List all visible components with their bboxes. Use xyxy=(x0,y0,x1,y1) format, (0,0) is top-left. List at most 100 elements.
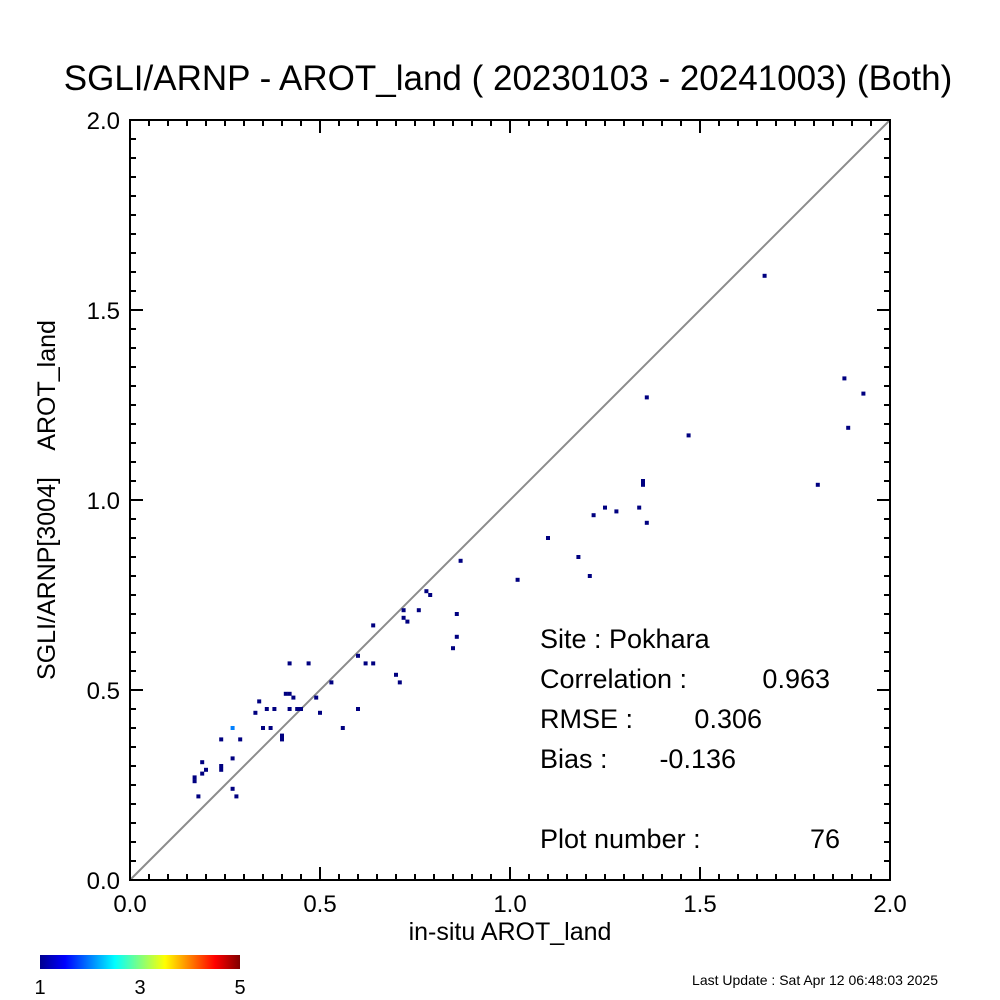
data-point xyxy=(454,634,459,639)
data-point xyxy=(454,612,459,616)
data-point xyxy=(371,661,376,666)
data-point xyxy=(340,726,345,730)
x-axis-label: in-situ AROT_land xyxy=(409,918,612,946)
data-point xyxy=(219,767,224,772)
correlation-value: 0.963 xyxy=(762,664,830,694)
data-point xyxy=(371,623,376,628)
data-point xyxy=(861,391,866,396)
data-point xyxy=(272,707,277,711)
rmse-value: 0.306 xyxy=(694,704,762,734)
colorbar-max-label: 5 xyxy=(234,977,245,999)
data-point xyxy=(287,691,292,696)
data-point xyxy=(428,593,433,597)
plot-number-label: Plot number : xyxy=(540,824,701,854)
data-point xyxy=(268,726,273,730)
x-tick-label: 1.0 xyxy=(493,891,526,918)
data-point xyxy=(230,786,235,791)
data-points xyxy=(192,273,866,799)
stats-box: Site : Pokhara Correlation : 0.963 RMSE … xyxy=(540,624,840,854)
data-point xyxy=(295,707,300,711)
data-point xyxy=(234,794,239,799)
rmse-label: RMSE : xyxy=(540,704,633,734)
data-point xyxy=(424,589,429,594)
data-point xyxy=(603,505,607,510)
data-point xyxy=(363,661,368,666)
chart-title: SGLI/ARNP - AROT_land ( 20230103 - 20241… xyxy=(64,59,952,98)
one-to-one-line xyxy=(129,119,891,881)
data-point xyxy=(280,733,284,738)
data-point xyxy=(329,680,334,685)
data-point xyxy=(257,699,262,704)
data-point xyxy=(196,794,201,799)
data-point xyxy=(401,615,406,620)
data-point xyxy=(614,509,619,514)
x-tick-label: 2.0 xyxy=(873,891,906,918)
data-point xyxy=(230,756,235,761)
data-point xyxy=(192,775,197,780)
data-point xyxy=(397,680,402,685)
data-point xyxy=(253,710,258,715)
data-point xyxy=(641,482,645,487)
data-point xyxy=(299,707,303,711)
data-point xyxy=(815,482,820,487)
y-tick-label: 1.5 xyxy=(87,298,120,325)
data-point xyxy=(644,395,649,400)
y-tick-label: 2.0 xyxy=(87,108,120,135)
data-point xyxy=(192,779,197,784)
data-point xyxy=(200,771,205,776)
colorbar-mid-label: 3 xyxy=(134,977,145,999)
data-point xyxy=(204,767,208,772)
data-point xyxy=(591,513,596,518)
data-point xyxy=(219,764,224,768)
x-tick-label: 1.5 xyxy=(683,891,716,918)
data-point xyxy=(515,577,520,582)
correlation-label: Correlation : xyxy=(540,664,687,694)
colorbar-gradient xyxy=(40,955,240,969)
y-tick-label: 1.0 xyxy=(87,488,120,515)
x-tick-label: 0.5 xyxy=(303,891,336,918)
y-tick-label: 0.5 xyxy=(87,678,120,705)
data-point xyxy=(291,695,296,700)
data-point xyxy=(576,555,581,559)
data-point xyxy=(200,760,205,765)
data-point xyxy=(762,273,767,278)
data-point xyxy=(416,608,421,613)
data-point xyxy=(264,707,269,711)
data-point xyxy=(356,707,360,711)
data-point xyxy=(641,479,645,483)
tick-labels: 0.0 0.5 1.0 1.5 2.0 0.0 0.5 1.0 1.5 2.0 xyxy=(87,108,907,918)
data-point xyxy=(287,707,292,711)
data-point xyxy=(314,695,319,700)
data-point xyxy=(318,710,322,715)
site-label: Site : Pokhara xyxy=(540,624,711,654)
plot-number-value: 76 xyxy=(810,824,840,854)
data-point xyxy=(283,691,288,696)
data-point xyxy=(356,653,360,658)
y-axis-label: SGLI/ARNP[3004] AROT_land xyxy=(33,320,61,680)
data-point xyxy=(846,425,851,430)
data-point xyxy=(261,726,265,730)
y-tick-label: 0.0 xyxy=(87,868,120,895)
bias-value: -0.136 xyxy=(659,744,736,774)
data-point xyxy=(458,558,463,563)
data-point xyxy=(842,376,847,381)
data-point xyxy=(546,536,550,540)
data-point xyxy=(238,737,243,742)
data-point xyxy=(637,505,642,510)
data-point xyxy=(219,737,224,742)
data-point xyxy=(686,433,691,438)
data-point xyxy=(230,726,235,730)
plot-frame xyxy=(129,119,891,881)
x-tick-label: 0.0 xyxy=(113,891,146,918)
data-point xyxy=(280,737,284,742)
data-point xyxy=(401,608,406,613)
last-update-text: Last Update : Sat Apr 12 06:48:03 2025 xyxy=(692,972,938,988)
data-point xyxy=(451,646,455,651)
bias-label: Bias : xyxy=(540,744,608,774)
data-point xyxy=(394,672,398,677)
data-point xyxy=(405,619,410,624)
data-point xyxy=(287,661,292,666)
data-point xyxy=(306,661,311,666)
colorbar: 1 3 5 xyxy=(34,955,246,999)
